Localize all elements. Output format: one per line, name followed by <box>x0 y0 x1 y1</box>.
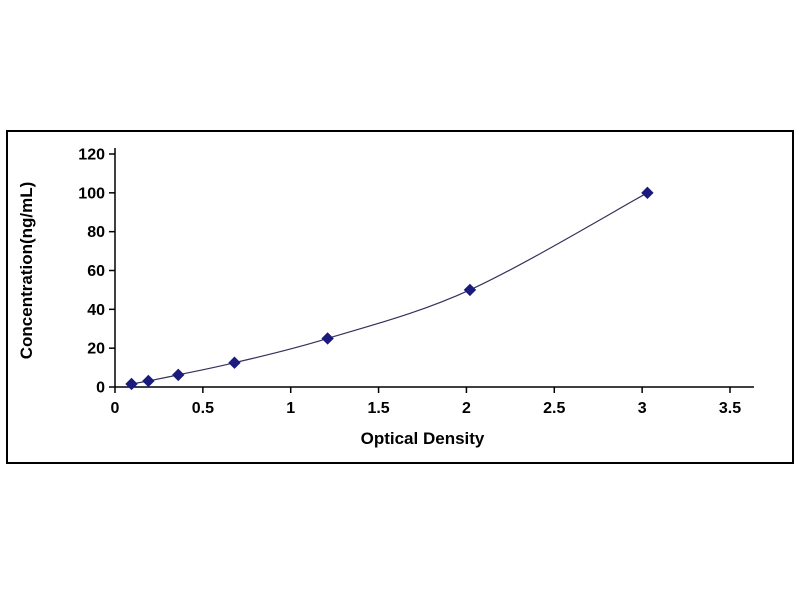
y-axis-tick-label: 20 <box>87 341 105 358</box>
data-point-marker <box>228 356 241 369</box>
x-axis-tick-label: 1.5 <box>367 400 389 417</box>
y-axis-title: Concentration(ng/mL) <box>17 182 36 360</box>
y-axis-tick-label: 0 <box>96 380 105 397</box>
y-axis-tick-label: 120 <box>78 147 105 164</box>
data-point-marker <box>125 377 138 391</box>
data-point-marker <box>172 368 185 382</box>
y-axis-tick-label: 80 <box>87 224 105 241</box>
y-axis-tick-label: 60 <box>87 263 105 280</box>
chart-canvas: 0 0.5 1 1.5 2 2.5 3 3.5 0 20 40 60 80 100 120 Optical D… <box>17 147 754 448</box>
x-axis-tick-label: 0 <box>111 400 120 417</box>
y-axis-tick-label: 40 <box>87 302 105 319</box>
x-axis-tick-label: 2.5 <box>543 400 565 417</box>
series-line <box>131 192 648 385</box>
data-point-marker <box>321 332 334 345</box>
x-axis-tick-label: 3.5 <box>719 400 741 417</box>
data-point-marker <box>463 283 477 297</box>
x-axis-tick-label: 1 <box>286 400 295 417</box>
standard-curve-chart: 0 0.5 1 1.5 2 2.5 3 3.5 0 20 40 60 80 100 120 Optical D… <box>6 130 794 464</box>
y-axis-tick-label: 100 <box>78 185 105 202</box>
x-axis-title: Optical Density <box>361 429 485 448</box>
data-point-marker <box>142 374 155 388</box>
data-point-marker <box>641 186 654 200</box>
x-axis-tick-label: 0.5 <box>192 400 214 417</box>
x-axis-tick-label: 2 <box>462 400 471 417</box>
x-axis-tick-label: 3 <box>638 400 647 417</box>
